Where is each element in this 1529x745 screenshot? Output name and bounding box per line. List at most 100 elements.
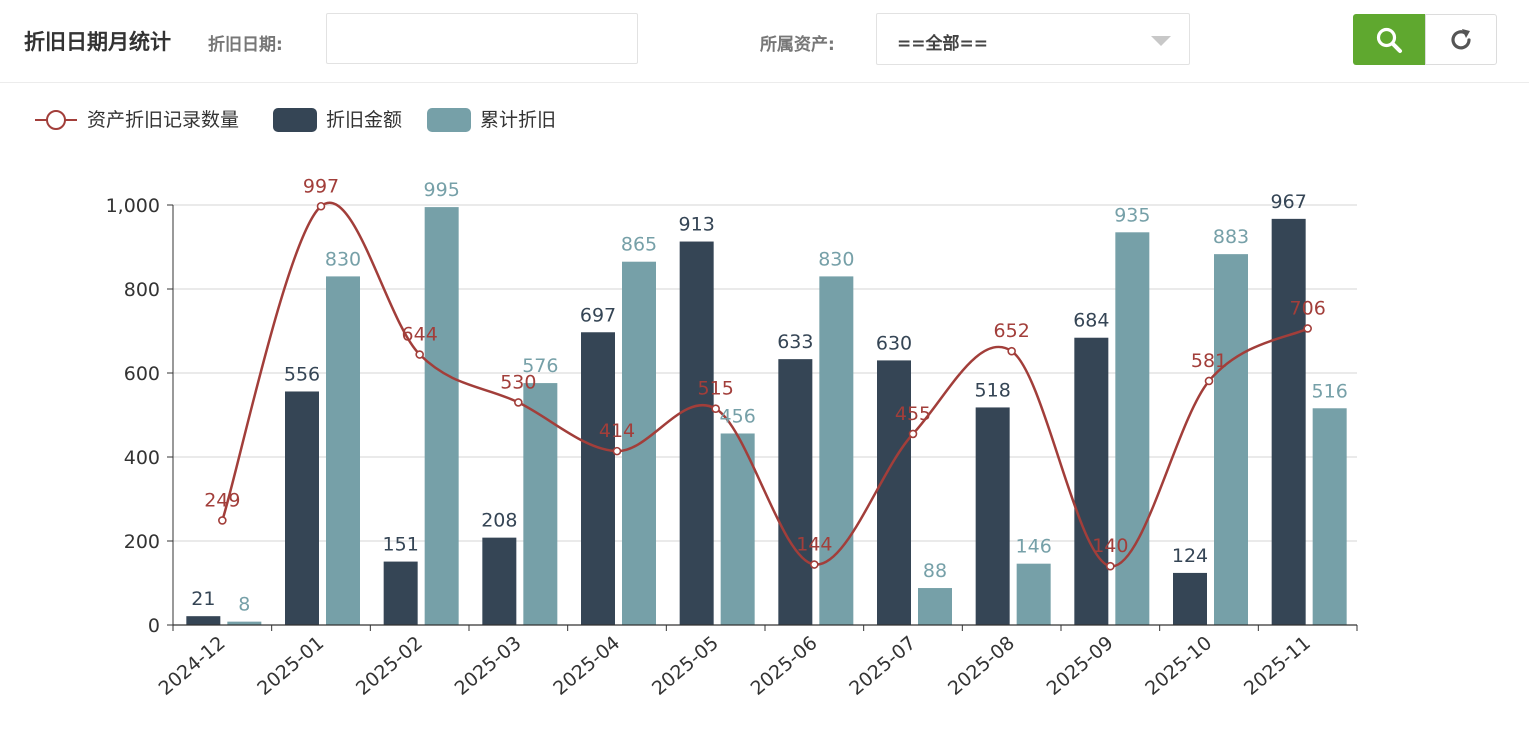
- x-tick-label: 2025-06: [747, 632, 822, 700]
- legend-label-count: 资产折旧记录数量: [87, 109, 239, 131]
- bar-cumulative: [227, 621, 262, 625]
- bar-amount: [975, 407, 1010, 625]
- legend-label-amount: 折旧金额: [326, 109, 402, 131]
- chart-area: 资产折旧记录数量 折旧金额 累计折旧 0 200 400 600 800 1,000 2024-…: [35, 108, 1358, 700]
- bar-amount: [1271, 218, 1306, 626]
- search-icon: [1376, 27, 1402, 53]
- bar-cumulative: [1312, 408, 1347, 625]
- label-cumulative: 576: [522, 355, 558, 377]
- label-amount: 556: [284, 363, 320, 385]
- line-point: [218, 516, 227, 525]
- label-amount: 630: [876, 332, 912, 354]
- filter-toolbar: 折旧日期月统计 折旧日期: 所属资产: ==全部==: [0, 0, 1529, 83]
- label-amount: 518: [975, 379, 1011, 401]
- label-cumulative: 830: [325, 248, 361, 270]
- bar-amount: [877, 360, 911, 625]
- chart-legend: 资产折旧记录数量 折旧金额 累计折旧: [35, 108, 556, 132]
- label-count: 414: [599, 420, 635, 442]
- label-amount: 633: [777, 331, 813, 353]
- line-point: [810, 560, 819, 569]
- chart-grid: [173, 204, 1357, 542]
- label-count: 140: [1092, 535, 1128, 557]
- bar-amount: [383, 561, 418, 625]
- label-count: 455: [895, 403, 931, 425]
- label-count: 581: [1191, 350, 1227, 372]
- label-amount: 208: [481, 510, 517, 532]
- asset-label: 所属资产:: [760, 35, 835, 55]
- label-amount: 151: [383, 534, 419, 556]
- search-button[interactable]: [1353, 14, 1425, 65]
- bar-cumulative: [326, 276, 360, 625]
- page-title: 折旧日期月统计: [24, 30, 171, 54]
- x-tick-label: 2025-09: [1043, 632, 1118, 700]
- line-point: [1106, 561, 1115, 571]
- label-count: 249: [204, 489, 240, 511]
- label-count: 530: [500, 371, 536, 393]
- asset-select-value: ==全部==: [897, 34, 988, 54]
- bar-amount: [482, 537, 517, 625]
- label-count: 515: [698, 378, 734, 400]
- x-tick-label: 2025-11: [1240, 632, 1315, 700]
- bar-cumulative: [523, 383, 558, 625]
- bar-cumulative: [1016, 563, 1051, 625]
- date-input[interactable]: [326, 13, 638, 64]
- label-cumulative: 146: [1016, 536, 1052, 558]
- legend-cumulative-swatch: [427, 108, 471, 132]
- line-point: [316, 201, 326, 211]
- label-cumulative: 8: [238, 594, 250, 616]
- label-amount: 967: [1271, 191, 1307, 213]
- y-tick-label: 1,000: [106, 195, 160, 217]
- chart-line-series: [218, 201, 1312, 571]
- chart-data-labels: 21 8 556 830 151 995 208 576 697 865 913 456 633 830 6…: [191, 175, 1348, 615]
- asset-select[interactable]: ==全部==: [876, 13, 1190, 65]
- label-count: 652: [994, 320, 1030, 342]
- line-point: [1204, 376, 1214, 386]
- bar-amount: [679, 241, 714, 626]
- bar-cumulative: [1115, 232, 1150, 626]
- line-point: [415, 350, 424, 359]
- label-cumulative: 865: [621, 234, 657, 256]
- refresh-icon: [1451, 28, 1471, 49]
- line-point: [711, 404, 720, 414]
- label-count: 706: [1290, 297, 1326, 319]
- label-amount: 913: [679, 214, 715, 236]
- bar-amount: [1173, 572, 1207, 625]
- x-tick-label: 2025-07: [845, 632, 920, 700]
- x-tick-label: 2025-05: [648, 632, 723, 700]
- x-tick-label: 2025-08: [944, 632, 1019, 700]
- label-amount: 697: [580, 304, 616, 326]
- bar-amount: [186, 616, 221, 625]
- label-cumulative: 88: [923, 560, 947, 582]
- line-point: [1303, 324, 1312, 333]
- bar-cumulative: [1214, 254, 1248, 625]
- bar-amount: [1074, 337, 1109, 625]
- x-tick-label: 2025-04: [549, 632, 624, 700]
- label-cumulative: 883: [1213, 226, 1249, 248]
- legend-line-marker: [46, 110, 66, 130]
- chevron-down-icon: [1151, 36, 1171, 46]
- bar-amount: [581, 332, 615, 625]
- y-tick-label: 400: [124, 447, 160, 469]
- label-count: 997: [303, 175, 339, 197]
- refresh-button[interactable]: [1425, 14, 1497, 65]
- x-tick-label: 2025-03: [451, 632, 526, 700]
- label-cumulative: 935: [1114, 204, 1150, 226]
- bar-cumulative: [918, 588, 952, 625]
- label-cumulative: 995: [424, 179, 460, 201]
- legend-amount-swatch: [273, 108, 317, 132]
- bar-cumulative: [819, 276, 854, 625]
- line-point: [612, 446, 622, 456]
- line-point: [1007, 346, 1016, 356]
- bar-cumulative: [720, 433, 755, 625]
- legend-label-cumulative: 累计折旧: [480, 109, 556, 131]
- label-amount: 684: [1073, 310, 1109, 332]
- chart-bars: [186, 207, 1347, 626]
- label-cumulative: 830: [818, 248, 854, 270]
- line-point: [908, 429, 918, 439]
- x-tick-label: 2024-12: [155, 632, 230, 700]
- label-count: 144: [796, 534, 832, 556]
- bar-cumulative: [424, 207, 459, 625]
- x-tick-label: 2025-10: [1141, 632, 1216, 700]
- y-tick-label: 800: [124, 279, 160, 301]
- y-tick-label: 200: [124, 531, 160, 553]
